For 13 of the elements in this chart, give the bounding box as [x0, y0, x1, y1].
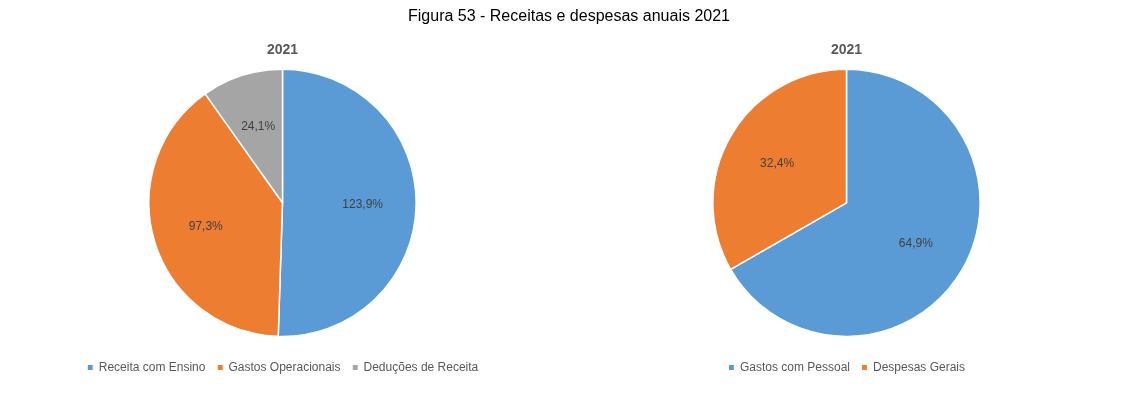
data-label: 32,4%: [760, 155, 795, 170]
legend-label: Receita com Ensino: [98, 360, 206, 374]
chart-title: 2021: [830, 40, 863, 57]
legend-label: Despesas Gerais: [873, 360, 966, 374]
legend-label: Deduções de Receita: [363, 360, 479, 374]
legend-label: Gastos com Pessoal: [739, 360, 850, 374]
chart-title: 2021: [266, 40, 299, 57]
data-label: 24,1%: [241, 119, 276, 134]
data-label: 97,3%: [188, 218, 224, 233]
text: Figura 53 - Receitas e despesas anuais 2021: [408, 6, 730, 26]
data-label: 123,9%: [342, 197, 384, 212]
legend-label: Gastos Operacionais: [228, 360, 341, 374]
data-label: 64,9%: [898, 235, 934, 250]
